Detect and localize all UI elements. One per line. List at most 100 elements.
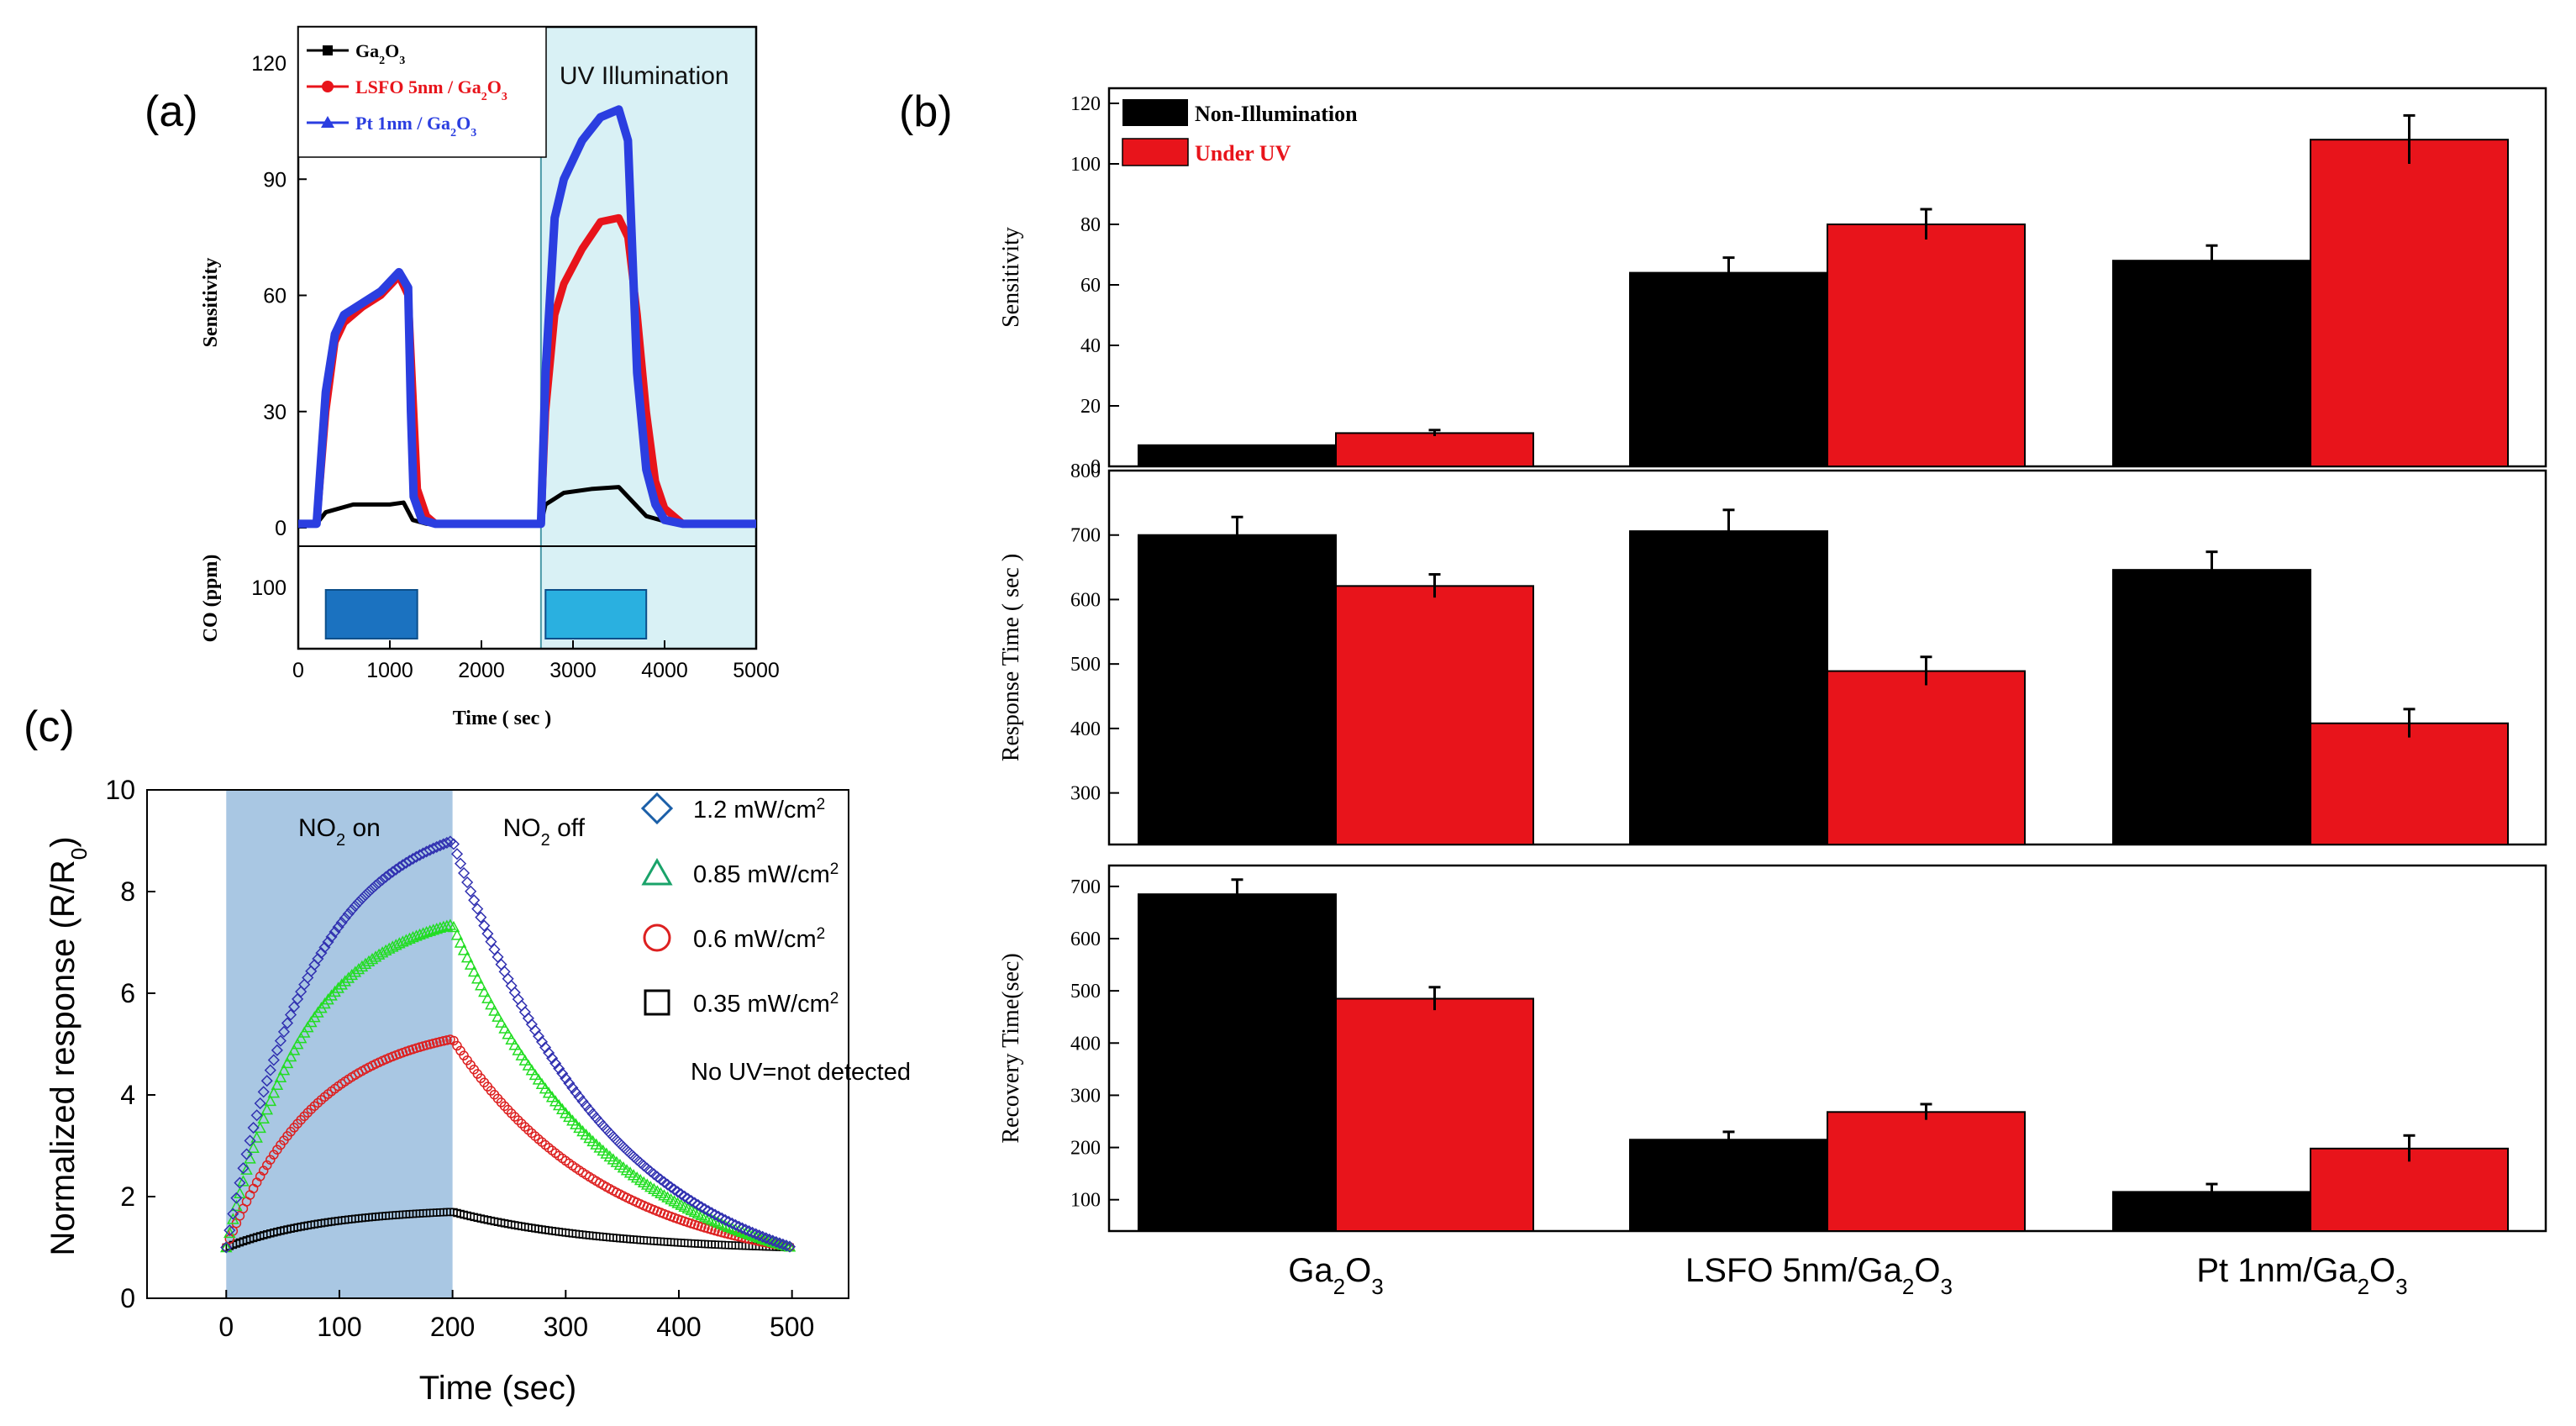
- data-point-c: [600, 1123, 612, 1136]
- data-point-c: [780, 1239, 792, 1252]
- data-point-c: [468, 894, 481, 907]
- data-point-c: [709, 1208, 722, 1221]
- bar-b: [2112, 260, 2311, 468]
- bar-b: [1629, 1139, 1828, 1232]
- data-point-c: [349, 900, 361, 913]
- data-point-c: [495, 958, 507, 971]
- data-point-c: [294, 1032, 308, 1044]
- data-point-c: [695, 1208, 708, 1221]
- category-label-b: Ga2O3: [1288, 1252, 1383, 1299]
- data-point-c: [264, 1064, 276, 1076]
- data-point-c: [532, 1030, 545, 1043]
- data-point-c: [465, 885, 477, 897]
- data-point-c: [506, 1108, 517, 1118]
- data-point-c: [397, 859, 409, 871]
- legend-label-c: 0.6 mW/cm2: [693, 925, 825, 954]
- category-label-b-part: Pt 1nm/Ga: [2196, 1252, 2358, 1289]
- legend-label-c-part: 1.2 mW/cm: [693, 797, 817, 824]
- category-label-b-part: 2: [1333, 1274, 1345, 1299]
- legend-label-a-part: Ga: [355, 40, 379, 61]
- data-point-c: [698, 1202, 712, 1215]
- y-tick-label-a: 90: [263, 168, 287, 192]
- x-tick-label-c: 200: [430, 1312, 475, 1342]
- x-tick-label-a: 3000: [549, 659, 597, 682]
- data-point-c: [297, 1026, 311, 1038]
- category-label-b-part: O: [2369, 1252, 2395, 1289]
- category-label-b: Pt 1nm/Ga2O3: [2196, 1252, 2407, 1299]
- legend-label-a-part: 3: [471, 127, 476, 139]
- data-point-c: [624, 1147, 637, 1160]
- data-point-c: [607, 1130, 619, 1143]
- data-point-c: [746, 1226, 759, 1239]
- y-tick-label-c: 10: [105, 775, 135, 805]
- bar-b: [1629, 271, 1828, 467]
- category-label-b-part: LSFO 5nm/Ga: [1685, 1252, 1903, 1289]
- y-tick-label-a: 0: [275, 517, 287, 540]
- legend-label-c-part: 0.85 mW/cm: [693, 861, 830, 888]
- y-tick-label-b: 800: [1070, 460, 1101, 482]
- data-point-c: [498, 966, 511, 978]
- data-point-c: [508, 1039, 521, 1050]
- data-point-c: [265, 1155, 276, 1165]
- data-point-c: [668, 1183, 681, 1196]
- data-point-c: [250, 1131, 263, 1143]
- data-point-c: [776, 1238, 789, 1250]
- legend-label-a: Ga2O3: [355, 40, 405, 67]
- data-point-c: [688, 1197, 701, 1209]
- y-tick-label-b: 600: [1070, 589, 1101, 611]
- y-tick-label-b: 40: [1080, 335, 1101, 357]
- co-pulse: [324, 589, 418, 639]
- data-point-c: [447, 838, 460, 850]
- data-point-c: [739, 1223, 752, 1236]
- data-point-c: [485, 998, 497, 1010]
- data-point-c: [461, 876, 474, 889]
- data-point-c: [362, 886, 376, 898]
- bar-b: [2310, 139, 2509, 467]
- no2-on-label-part: 2: [336, 831, 345, 850]
- data-point-c: [763, 1233, 775, 1246]
- legend-swatch-b: [1122, 99, 1188, 126]
- data-point-c: [329, 985, 341, 997]
- data-point-c: [597, 1144, 610, 1156]
- data-point-c: [380, 871, 392, 883]
- data-point-c: [743, 1225, 755, 1238]
- panel-label-b: (b): [899, 87, 953, 136]
- data-point-c: [513, 1115, 523, 1125]
- data-point-c: [460, 951, 474, 963]
- data-point-c: [281, 1056, 294, 1069]
- data-point-c: [610, 1134, 623, 1146]
- data-point-c: [546, 1052, 559, 1065]
- legend-label-a-part: LSFO 5nm / Ga: [355, 76, 481, 97]
- data-point-c: [345, 968, 359, 981]
- data-point-c: [705, 1207, 718, 1219]
- y-axis-label-c-part: ): [45, 836, 81, 847]
- no2-on-label-part: NO: [298, 814, 336, 842]
- data-point-c: [329, 925, 341, 939]
- data-point-c: [322, 993, 334, 1005]
- data-point-c: [373, 876, 386, 889]
- data-point-c: [475, 979, 487, 991]
- uv-annotation: UV Illumination: [560, 62, 729, 90]
- data-point-c: [478, 919, 491, 932]
- legend-label-c: 0.85 mW/cm2: [693, 860, 839, 889]
- data-point-c: [532, 1073, 545, 1085]
- data-point-c: [698, 1210, 712, 1222]
- data-point-c: [695, 1201, 707, 1213]
- data-point-c: [471, 972, 484, 984]
- data-point-c: [517, 1118, 527, 1129]
- data-point-c: [760, 1232, 772, 1244]
- data-point-c: [284, 1050, 297, 1062]
- category-label-b-part: 3: [1371, 1274, 1383, 1299]
- data-point-c: [492, 1010, 504, 1022]
- y-tick-label-b: 400: [1070, 718, 1101, 740]
- legend-label-c-part: 0.6 mW/cm: [693, 926, 817, 953]
- data-point-c: [688, 1205, 702, 1218]
- category-label-b-part: 2: [1902, 1274, 1914, 1299]
- data-point-c: [502, 972, 514, 985]
- data-point-c: [335, 978, 348, 990]
- y-axis-label-a: Sensitivity: [200, 258, 222, 348]
- legend-swatch-b: [1122, 138, 1189, 166]
- data-point-c: [257, 1086, 270, 1098]
- data-point-c: [277, 1064, 291, 1076]
